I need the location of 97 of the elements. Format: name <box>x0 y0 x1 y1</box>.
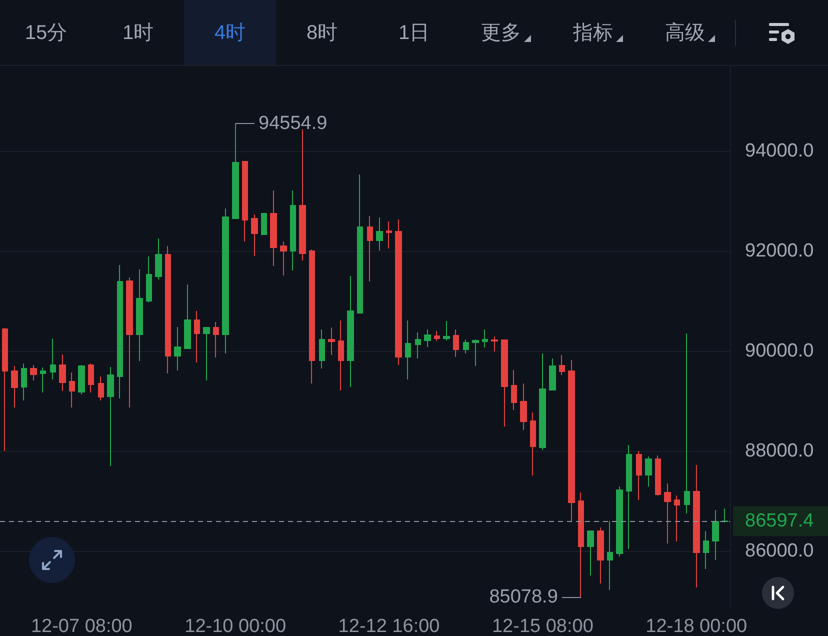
ref-line-label: 86597.4 <box>745 510 814 532</box>
candlestick <box>21 363 27 401</box>
candlestick <box>578 492 584 598</box>
candlestick <box>242 161 248 242</box>
candlestick <box>568 360 575 522</box>
candlestick <box>712 510 719 560</box>
text: 15分 <box>24 21 68 46</box>
annotation: 94554.9 <box>258 112 328 134</box>
candlestick <box>684 333 690 514</box>
candlestick <box>194 310 200 363</box>
candlestick <box>30 364 37 381</box>
candlestick <box>376 217 383 251</box>
candlestick <box>587 530 594 576</box>
candlestick <box>290 190 296 271</box>
candlestick <box>155 238 162 280</box>
candlestick <box>491 336 498 352</box>
text: 1日 <box>398 21 430 46</box>
annotation: 85078.9 <box>489 586 558 608</box>
candlestick <box>126 277 133 408</box>
candlestick <box>424 329 431 348</box>
candlestick <box>174 326 181 371</box>
candlestick <box>328 327 335 356</box>
y-tick-label: 88000.0 <box>745 440 814 462</box>
candlestick <box>703 530 709 570</box>
candlestick <box>146 256 152 303</box>
x-tick-label: 12-12 16:00 <box>338 616 440 636</box>
text: 4时 <box>214 21 246 46</box>
candlestick <box>645 456 652 487</box>
text: 高级 <box>665 21 705 46</box>
x-tick-label: 12-10 00:00 <box>184 616 286 636</box>
candlestick <box>203 326 210 381</box>
x-tick-label: 12-15 08:00 <box>492 616 594 636</box>
candlestick <box>367 216 373 282</box>
candlestick <box>78 364 85 395</box>
candlestick <box>11 366 18 408</box>
candlestick <box>472 339 479 366</box>
candlestick <box>607 520 613 590</box>
candlestick <box>261 213 267 235</box>
y-tick-label: 90000.0 <box>745 340 814 362</box>
candlestick <box>405 320 411 380</box>
candlestick <box>270 190 277 266</box>
candlestick <box>520 383 527 430</box>
candlestick <box>386 221 392 249</box>
candlestick <box>664 483 671 544</box>
y-tick-label: 94000.0 <box>745 140 814 162</box>
candlestick <box>655 455 661 496</box>
candlestick <box>511 370 517 410</box>
candlestick <box>693 464 700 588</box>
candlestick <box>299 129 306 261</box>
candlestick <box>559 354 565 376</box>
candlestick <box>319 329 325 369</box>
candlestick <box>232 122 239 219</box>
candlestick <box>434 330 440 342</box>
candlestick <box>347 276 354 388</box>
candlestick <box>50 338 56 380</box>
candlestick <box>165 246 171 374</box>
candlestick <box>59 354 66 392</box>
candlestick <box>453 329 459 358</box>
x-tick-label: 12-07 08:00 <box>30 616 132 636</box>
candlestick <box>530 412 536 476</box>
text: 指标 <box>573 21 613 46</box>
candlestick <box>395 219 402 366</box>
y-tick-label: 86000.0 <box>745 540 814 562</box>
candlestick <box>539 353 546 450</box>
candlestick <box>415 332 421 359</box>
candlestick <box>626 444 632 550</box>
candlestick <box>338 320 344 391</box>
candlestick <box>597 527 604 584</box>
text: 更多 <box>481 21 521 46</box>
candlestick <box>136 269 143 362</box>
text: 1时 <box>122 21 154 46</box>
candlestick <box>213 322 219 358</box>
candlestick <box>357 174 363 314</box>
candlestick <box>674 495 680 542</box>
candlestick <box>616 486 623 557</box>
candlestick <box>482 329 488 348</box>
candlestick <box>117 264 123 399</box>
text: 8时 <box>306 21 338 46</box>
candlestick <box>251 214 258 256</box>
candlestick <box>309 249 315 384</box>
candlestick <box>222 208 229 354</box>
candlestick <box>280 241 287 276</box>
candlestick <box>549 358 556 390</box>
candlestick <box>184 284 191 349</box>
candlestick <box>88 363 94 393</box>
candlestick <box>107 366 114 466</box>
candlestick <box>2 328 8 452</box>
candlestick <box>40 367 46 393</box>
candlestick <box>443 320 450 341</box>
x-tick-label: 12-18 00:00 <box>646 616 748 636</box>
y-tick-label: 92000.0 <box>745 240 814 262</box>
candlestick <box>636 450 642 500</box>
candlestick <box>501 340 508 427</box>
candlestick <box>463 339 469 354</box>
candlestick <box>98 376 104 401</box>
candlestick <box>722 508 728 523</box>
candlestick <box>69 372 75 408</box>
